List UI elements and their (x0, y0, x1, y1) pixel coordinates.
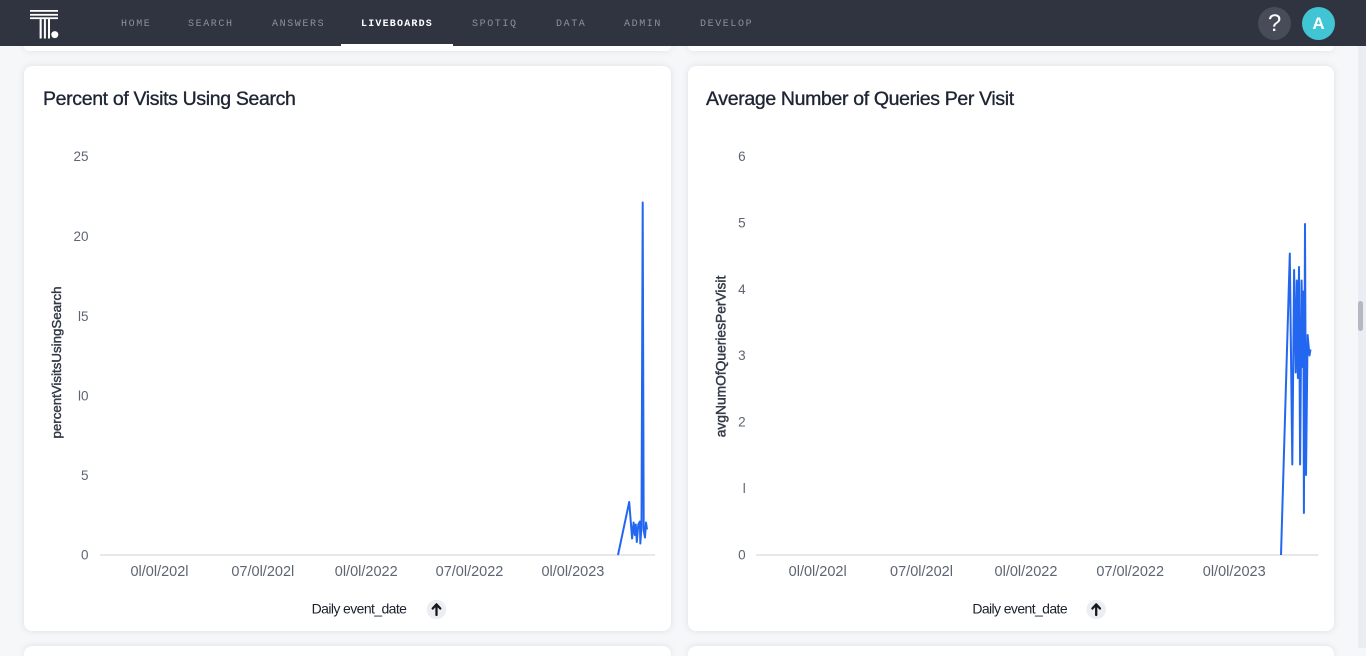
svg-text:07/0l/202l: 07/0l/202l (231, 564, 294, 580)
svg-text:0l/0l/202l: 0l/0l/202l (130, 564, 188, 580)
svg-text:l5: l5 (77, 309, 88, 324)
svg-text:6: 6 (738, 149, 746, 164)
svg-text:l: l (743, 481, 746, 496)
svg-text:0: 0 (80, 547, 88, 562)
svg-text:Percent of Visits Using Search: Percent of Visits Using Search (43, 88, 296, 110)
svg-text:5: 5 (80, 468, 88, 483)
svg-text:0l/0l/202l: 0l/0l/202l (789, 564, 847, 580)
svg-text:0l/0l/2023: 0l/0l/2023 (541, 564, 604, 580)
svg-text:Daily event_date: Daily event_date (972, 600, 1068, 616)
svg-text:l0: l0 (77, 388, 88, 403)
svg-text:Average Number of Queries Per: Average Number of Queries Per Visit (706, 88, 1015, 110)
svg-text:25: 25 (73, 149, 88, 164)
svg-text:0l/0l/2022: 0l/0l/2022 (995, 564, 1058, 580)
svg-text:3: 3 (738, 348, 746, 363)
svg-text:0: 0 (738, 547, 746, 562)
svg-text:0l/0l/2022: 0l/0l/2022 (334, 564, 397, 580)
svg-text:avgNumOfQueriesPerVisit: avgNumOfQueriesPerVisit (714, 275, 729, 437)
svg-text:0l/0l/2023: 0l/0l/2023 (1203, 564, 1266, 580)
svg-text:07/0l/2022: 07/0l/2022 (435, 564, 503, 580)
svg-text:07/0l/2022: 07/0l/2022 (1096, 564, 1164, 580)
svg-text:percentVisitsUsingSearch: percentVisitsUsingSearch (49, 286, 64, 438)
svg-text:07/0l/202l: 07/0l/202l (890, 564, 953, 580)
svg-text:5: 5 (738, 215, 746, 230)
svg-text:2: 2 (738, 414, 746, 429)
svg-text:4: 4 (738, 281, 746, 296)
svg-text:Daily event_date: Daily event_date (311, 600, 407, 616)
svg-text:20: 20 (73, 229, 88, 244)
